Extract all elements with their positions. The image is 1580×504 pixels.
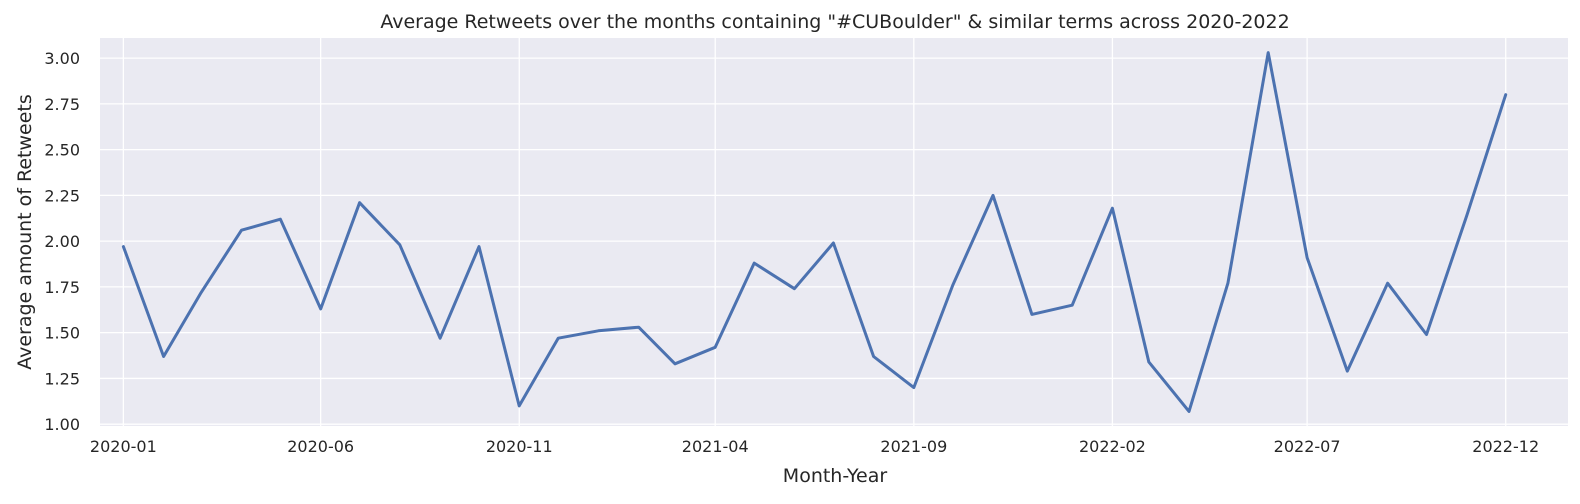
x-tick-label: 2022-02 — [1079, 437, 1146, 456]
y-tick-label: 2.75 — [44, 95, 80, 114]
y-tick-label: 2.25 — [44, 186, 80, 205]
x-gridlines — [122, 38, 1507, 426]
y-tick-label: 1.25 — [44, 369, 80, 388]
x-axis-label: Month-Year — [783, 465, 888, 487]
x-tick-label: 2020-06 — [287, 437, 354, 456]
y-axis-label: Average amount of Retweets — [14, 94, 36, 370]
y-tick-label: 1.50 — [44, 324, 80, 343]
chart-title: Average Retweets over the months contain… — [380, 11, 1289, 33]
x-tick-label: 2020-01 — [90, 437, 157, 456]
y-tick-label: 1.75 — [44, 278, 80, 297]
y-tick-label: 3.00 — [44, 49, 80, 68]
series-line — [121, 51, 1508, 413]
y-tick-label: 2.50 — [44, 141, 80, 160]
x-tick-label: 2022-07 — [1274, 437, 1341, 456]
y-tick-label: 1.00 — [44, 415, 80, 434]
y-tick-labels: 1.00 1.25 1.50 1.75 2.00 2.25 2.50 2.75 3.00 — [44, 49, 80, 434]
x-tick-label: 2021-04 — [682, 437, 749, 456]
plot-area — [100, 38, 1568, 426]
x-tick-label: 2021-09 — [880, 437, 947, 456]
y-gridlines — [100, 57, 1568, 425]
series-layer — [121, 51, 1508, 413]
x-tick-labels: 2020-01 2020-06 2020-11 2021-04 2021-09 2022-… — [90, 437, 1539, 456]
x-tick-label: 2022-12 — [1472, 437, 1539, 456]
y-tick-label: 2.00 — [44, 232, 80, 251]
x-tick-label: 2020-11 — [486, 437, 553, 456]
